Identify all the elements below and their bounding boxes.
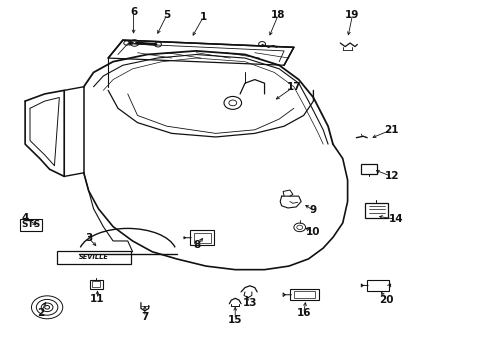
Text: 9: 9 (310, 206, 317, 216)
Text: 4: 4 (22, 213, 29, 222)
Text: 2: 2 (37, 309, 45, 318)
Text: 11: 11 (90, 294, 105, 304)
Text: 19: 19 (345, 10, 360, 20)
Text: 12: 12 (384, 171, 399, 181)
Text: 21: 21 (384, 125, 399, 135)
Text: 17: 17 (287, 82, 301, 92)
Text: 5: 5 (163, 10, 171, 20)
Text: 14: 14 (389, 215, 404, 224)
Text: 8: 8 (194, 240, 201, 250)
Text: 15: 15 (228, 315, 243, 325)
Text: 10: 10 (306, 227, 320, 237)
Text: 1: 1 (200, 12, 207, 22)
Text: 20: 20 (379, 295, 394, 305)
Text: 6: 6 (130, 7, 137, 17)
Text: 7: 7 (141, 312, 148, 322)
Text: 16: 16 (296, 309, 311, 318)
Text: SEVILLE: SEVILLE (79, 255, 109, 261)
Text: 18: 18 (271, 10, 286, 20)
Text: 13: 13 (243, 298, 257, 308)
Text: STS: STS (22, 220, 41, 229)
Text: 3: 3 (85, 233, 92, 243)
